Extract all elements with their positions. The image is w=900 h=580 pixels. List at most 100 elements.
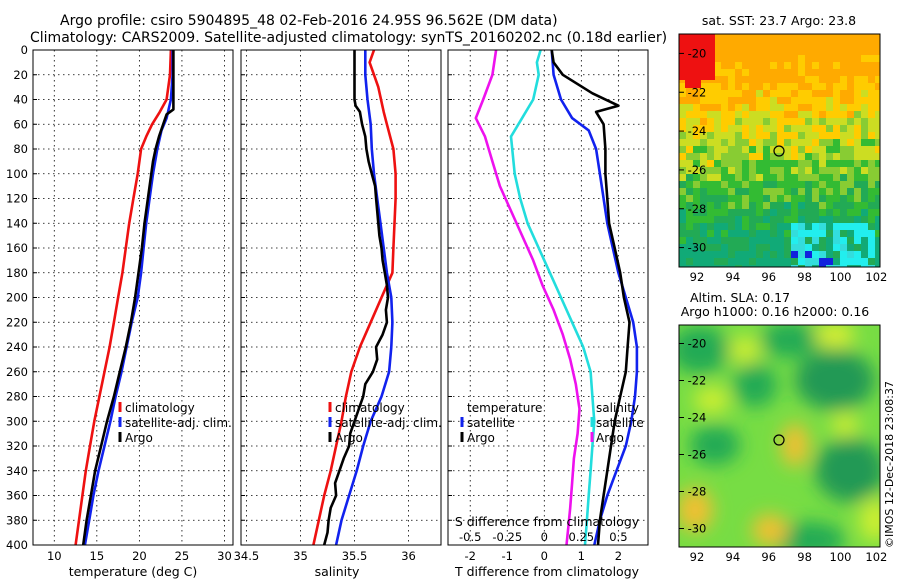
sst-cell [714,160,722,168]
sst-cell [679,146,687,154]
sst-cell [728,90,736,98]
sst-cell [749,195,757,203]
sst-cell [721,153,729,161]
sst-cell [728,167,736,175]
sst-cell [805,104,813,112]
sst-cell [742,111,750,119]
sst-cell [777,223,785,231]
sst-cell [854,265,862,267]
sst-cell [798,174,806,182]
sst-cell [812,132,820,140]
sst-cell [735,69,743,77]
sst-cell [721,83,729,91]
sst-cell [791,55,799,63]
map-lat-tick--30: -30 [688,241,707,255]
sst-cell [784,244,792,252]
sst-cell [700,223,708,231]
sst-cell [721,48,729,56]
sst-cell [791,104,799,112]
sst-cell [833,167,841,175]
sst-cell [721,139,729,147]
sst-cell [854,83,862,91]
sst-cell [847,125,855,133]
sst-cell [770,153,778,161]
sst-cell [693,97,701,105]
sst-cell [777,132,785,140]
sst-cell [742,251,750,259]
sst-cell [812,76,820,84]
sst-cell [854,118,862,126]
sst-cell [735,174,743,182]
sst-cell [777,83,785,91]
sst-cell [798,181,806,189]
sst-cell [756,55,764,63]
sst-cell [833,111,841,119]
sst-cell [770,167,778,175]
sst-cell [826,146,834,154]
sst-cell [742,202,750,210]
sst-cell [784,146,792,154]
sst-cell [812,41,820,49]
sst-cell [679,97,687,105]
sst-cell [700,139,708,147]
map-lon-tick-102: 102 [865,550,887,564]
sst-cell [686,251,694,259]
sst-cell [714,153,722,161]
sla-map-title: Altim. SLA: 0.17 [690,290,790,305]
sst-cell [714,62,722,70]
sst-cell [798,48,806,56]
sst-cell [875,111,880,119]
sst-cell [777,62,785,70]
sst-cell [819,202,827,210]
sst-cell [742,167,750,175]
sst-cell [693,244,701,252]
sst-cell [700,251,708,259]
sst-cell [833,160,841,168]
sst-cell [714,34,722,42]
sst-cell [805,111,813,119]
sst-cell [784,258,792,266]
sst-cell [833,125,841,133]
sst-cell [861,223,869,231]
sst-cell [749,90,757,98]
difference-legend-t-argo: Argo [467,431,495,445]
sst-cell [826,125,834,133]
sst-cell [875,34,880,42]
sst-cell [826,111,834,119]
sst-cell [735,132,743,140]
sst-cell [861,83,869,91]
sst-cell [714,132,722,140]
sst-cell [826,223,834,231]
sst-cell [693,251,701,259]
sst-cell [868,181,876,189]
sst-cell [847,244,855,252]
difference-legend-t-satellite: satellite [467,416,515,430]
sst-cell [875,160,880,168]
sst-cell [784,76,792,84]
sst-cell [847,174,855,182]
sst-cell [714,69,722,77]
sst-cell [868,160,876,168]
sst-cell [707,146,715,154]
sst-cell [840,181,848,189]
x-tick-label-30: 30 [217,549,232,563]
sst-cell [833,202,841,210]
sst-cell [679,132,687,140]
sst-cell [805,209,813,217]
sst-cell [812,195,820,203]
sst-cell [812,174,820,182]
sst-cell [819,111,827,119]
sst-cell [840,69,848,77]
y-tick-label-220: 220 [6,315,28,329]
sst-cell [686,139,694,147]
sst-cell [686,223,694,231]
difference-series [474,49,639,546]
sst-cell [805,118,813,126]
sst-cell [833,48,841,56]
sst-cell [847,195,855,203]
map-lon-tick-98: 98 [797,270,812,284]
sst-cell [840,265,848,267]
sst-cell [861,34,869,42]
y-tick-label-320: 320 [6,439,28,453]
sst-cell [847,188,855,196]
